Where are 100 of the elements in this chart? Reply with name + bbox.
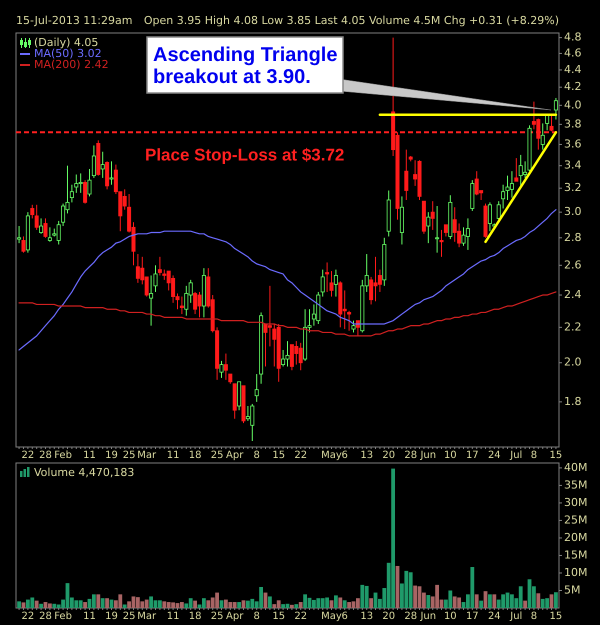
x-tick-label: May (321, 450, 342, 461)
candlestick (100, 151, 105, 178)
bar (518, 586, 523, 608)
y-tick-label: 2.4 (564, 288, 582, 302)
y-tick-label: 1.8 (564, 394, 582, 408)
candlestick (347, 310, 352, 332)
candlestick (501, 184, 506, 209)
y-tick-label: 35M (564, 478, 588, 492)
y-tick-label: 4.0 (564, 98, 582, 112)
bar (202, 598, 206, 608)
y-tick-label: 2.8 (564, 230, 582, 244)
bar (290, 604, 294, 608)
bar (426, 595, 430, 608)
x-tick-label: 18 (188, 611, 202, 622)
bar (39, 604, 43, 608)
x-tick-label: 20 (382, 611, 396, 622)
x-tick-label: 22 (294, 611, 308, 622)
bar (268, 596, 272, 608)
candlestick (298, 342, 303, 371)
bar (338, 597, 342, 608)
bar (17, 601, 21, 608)
bar (408, 572, 413, 608)
candlestick (540, 122, 545, 150)
x-tick-label: 8 (530, 611, 538, 622)
bar (158, 600, 162, 608)
candlestick (378, 269, 382, 292)
bar (22, 602, 26, 608)
bar (188, 598, 193, 608)
bar (545, 598, 550, 608)
y-tick-label: 3.0 (564, 205, 582, 218)
bar (162, 601, 166, 608)
bar (396, 566, 400, 608)
x-tick-label: 10 (444, 611, 457, 622)
candlestick (440, 229, 444, 258)
candlestick (514, 158, 518, 182)
line-series (18, 209, 557, 351)
candlestick (162, 269, 166, 280)
bar (105, 598, 109, 608)
candlestick (506, 175, 510, 200)
bar (110, 600, 114, 608)
bar (452, 596, 457, 608)
legend-label: Volume 4,470,183 (34, 466, 134, 480)
y-tick-label: 3.8 (564, 117, 582, 130)
text: Open 3.95 High 4.08 Low 3.85 Last 4.05 Volume 4.5M Chg +0.31 (+8.29%) (144, 14, 559, 27)
bar (330, 600, 334, 608)
candlestick (105, 160, 110, 190)
bar (369, 598, 374, 608)
bar (118, 594, 122, 608)
candlestick (330, 270, 334, 298)
y-tick-label: 2.2 (564, 320, 582, 334)
x-tick-label: 11 (83, 611, 96, 622)
bar (224, 600, 228, 608)
candlestick (78, 172, 83, 194)
y-tick-label: 4.6 (564, 46, 582, 60)
x-tick-label: 6 (342, 611, 348, 622)
x-tick-label: Feb (54, 611, 72, 622)
bar (523, 600, 528, 608)
bar (492, 594, 496, 608)
bar (30, 597, 34, 608)
bar (122, 604, 127, 608)
x-tick-label: 28 (39, 611, 52, 622)
x-tick-label: Mar (137, 450, 158, 461)
x-tick-label: 8 (254, 611, 260, 622)
bar (298, 602, 303, 608)
x-tick-label: 11 (166, 611, 180, 622)
x-tick-label: Jun (420, 611, 436, 622)
y-tick-label: 4.4 (564, 62, 582, 76)
x-tick-label: 17 (466, 611, 479, 622)
x-tick-label: 11 (83, 450, 96, 461)
x-tick-label: Apr (226, 611, 244, 622)
bar (550, 594, 554, 608)
y-tick-label: 40M (564, 460, 588, 474)
x-tick-label: 15 (550, 611, 562, 622)
x-tick-label: 25 (122, 450, 136, 461)
legend-label: MA(50) 3.02 (34, 47, 102, 60)
candlestick (48, 226, 52, 242)
candlestick (325, 262, 330, 292)
x-tick-label: 15 (550, 450, 562, 461)
x-tick-label: 18 (188, 450, 202, 461)
x-tick-label: 11 (166, 450, 180, 461)
bar (413, 586, 418, 608)
x-tick-label: 22 (294, 450, 308, 461)
bar (180, 602, 184, 608)
bar (484, 591, 488, 608)
x-tick-label: 15 (272, 450, 286, 461)
bar (242, 600, 246, 608)
x-tick-label: Jul (509, 611, 522, 622)
x-tick-label: 19 (105, 450, 118, 461)
x-tick-label: Jul (509, 450, 522, 461)
candlestick (149, 274, 154, 326)
bar (246, 600, 250, 608)
y-tick-label: 4.8 (564, 30, 582, 44)
bar (228, 602, 232, 608)
x-tick-label: 28 (404, 611, 418, 622)
annotation: Ascending Triangle breakout at 3.90. (153, 44, 338, 88)
bar (470, 567, 474, 608)
x-tick-label: May (321, 611, 342, 622)
bar (435, 584, 440, 608)
bar (48, 603, 52, 608)
text: 15-Jul-2013 11:29am (16, 14, 132, 27)
